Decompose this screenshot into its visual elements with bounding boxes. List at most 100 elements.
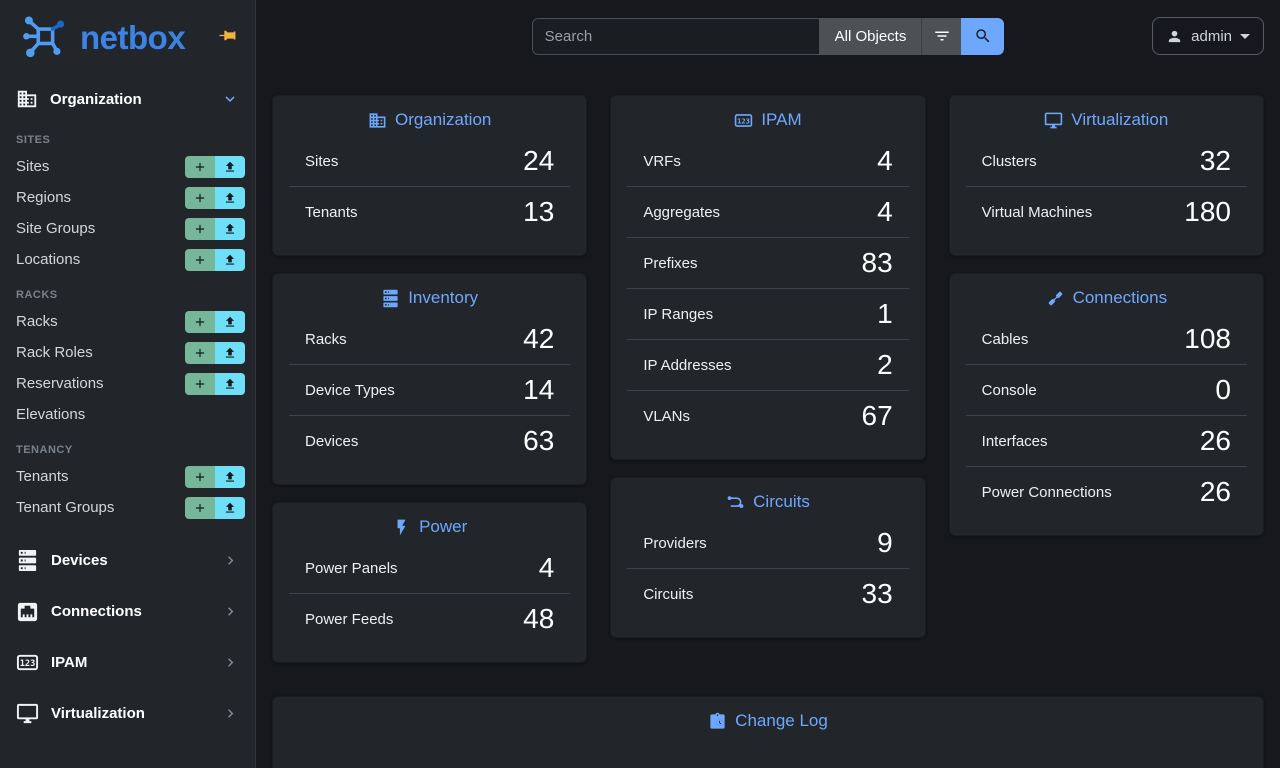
- stat-value: 2: [877, 349, 893, 380]
- stat-row[interactable]: Interfaces 26: [965, 415, 1247, 466]
- netbox-logo[interactable]: [18, 14, 70, 60]
- card-title[interactable]: Inventory: [408, 288, 479, 307]
- sidebar-item-locations: Locations: [0, 244, 255, 275]
- add-button[interactable]: [185, 217, 215, 240]
- stat-label: VRFs: [643, 152, 681, 170]
- stat-row[interactable]: Cables 108: [966, 314, 1247, 364]
- sidebar-item-label[interactable]: Reservations: [16, 375, 104, 392]
- sidebar-item-organization[interactable]: Organization: [0, 78, 255, 120]
- inventory-card: Inventory Racks 42 Device Types 14 Devic…: [272, 273, 588, 485]
- connections-card: Connections Cables 108 Console 0 Interfa…: [948, 273, 1264, 536]
- import-button[interactable]: [215, 372, 245, 395]
- add-button[interactable]: [185, 341, 215, 364]
- add-button[interactable]: [185, 155, 215, 178]
- stat-row[interactable]: Power Panels 4: [289, 543, 570, 593]
- stat-row[interactable]: Aggregates 4: [627, 186, 909, 237]
- stat-row[interactable]: Tenants 13: [289, 186, 571, 237]
- sidebar-item-label[interactable]: Regions: [16, 189, 72, 206]
- sidebar-item-label[interactable]: Racks: [16, 313, 58, 330]
- import-button[interactable]: [215, 248, 245, 271]
- stat-row[interactable]: Racks 42: [289, 314, 570, 364]
- filter-button[interactable]: [921, 17, 962, 55]
- card-title[interactable]: Circuits: [753, 492, 810, 511]
- sidebar-item-label[interactable]: Locations: [16, 251, 81, 268]
- import-button[interactable]: [215, 155, 245, 178]
- sidebar-item-ipam[interactable]: IPAM: [0, 637, 255, 688]
- stat-row[interactable]: VRFs 4: [627, 136, 908, 186]
- monitor-icon: [1044, 111, 1063, 130]
- add-button[interactable]: [185, 186, 215, 209]
- filter-icon: [933, 27, 951, 45]
- sidebar-item-label[interactable]: Elevations: [16, 406, 86, 423]
- sidebar-item-devices[interactable]: Devices: [0, 535, 255, 586]
- search-input[interactable]: [531, 17, 820, 55]
- stat-row[interactable]: Sites 24: [289, 136, 570, 186]
- stat-row[interactable]: Device Types 14: [289, 364, 571, 415]
- stat-row[interactable]: Clusters 32: [966, 136, 1247, 186]
- stat-label: Prefixes: [643, 254, 698, 272]
- stat-row[interactable]: IP Ranges 1: [627, 288, 909, 339]
- card-title[interactable]: Virtualization: [1071, 110, 1169, 129]
- changelog-card: Change Log: [272, 696, 1264, 768]
- stat-value: 48: [523, 603, 555, 634]
- group-header-racks: RACKS: [16, 289, 58, 301]
- power-card: Power Power Panels 4 Power Feeds 48: [272, 502, 588, 663]
- stat-row[interactable]: Providers 9: [627, 518, 908, 568]
- pin-icon[interactable]: [216, 24, 239, 50]
- sidebar-item-tenant-groups: Tenant Groups: [0, 492, 255, 523]
- card-title[interactable]: IPAM: [761, 110, 802, 129]
- clipboard-icon: [708, 712, 727, 731]
- card-title[interactable]: Power: [419, 517, 468, 536]
- import-button[interactable]: [215, 217, 245, 240]
- stat-row[interactable]: IP Addresses 2: [627, 339, 909, 390]
- import-button[interactable]: [215, 465, 245, 488]
- stat-value: 83: [861, 247, 893, 278]
- stat-row[interactable]: Prefixes 83: [627, 237, 909, 288]
- user-menu-button[interactable]: admin: [1152, 17, 1264, 55]
- stat-label: Aggregates: [643, 203, 721, 221]
- stat-row[interactable]: Circuits 33: [627, 568, 909, 619]
- chevron-down-icon: [221, 90, 239, 108]
- sidebar-item-label[interactable]: Tenant Groups: [16, 499, 115, 516]
- stat-row[interactable]: Power Connections 26: [965, 466, 1247, 517]
- stat-row[interactable]: Virtual Machines 180: [965, 186, 1247, 237]
- sidebar-item-connections[interactable]: Connections: [0, 586, 255, 637]
- card-title[interactable]: Organization: [394, 110, 492, 129]
- add-button[interactable]: [185, 372, 215, 395]
- stat-value: 13: [523, 196, 555, 227]
- stat-label: Power Panels: [305, 559, 398, 577]
- import-button[interactable]: [215, 310, 245, 333]
- sidebar-item-label[interactable]: Sites: [16, 158, 50, 175]
- search-scope-button[interactable]: All Objects: [819, 17, 922, 55]
- stat-label: Cables: [981, 330, 1029, 348]
- brand-name[interactable]: netbox: [80, 18, 186, 56]
- stat-label: Sites: [305, 152, 339, 170]
- stat-label: IP Addresses: [643, 356, 732, 374]
- import-button[interactable]: [215, 186, 245, 209]
- sidebar-item-virtualization[interactable]: Virtualization: [0, 688, 255, 739]
- sidebar-item-label[interactable]: Tenants: [16, 468, 69, 485]
- sidebar-item-label[interactable]: Site Groups: [16, 220, 96, 237]
- dashboard-columns: Organization Sites 24 Tenants 13: [272, 95, 1264, 663]
- search-submit-button[interactable]: [961, 17, 1005, 55]
- add-button[interactable]: [185, 310, 215, 333]
- add-button[interactable]: [185, 248, 215, 271]
- card-title[interactable]: Connections: [1072, 288, 1168, 307]
- stat-row[interactable]: VLANs 67: [627, 390, 909, 441]
- stat-row[interactable]: Power Feeds 48: [289, 593, 571, 644]
- stat-row[interactable]: Devices 63: [289, 415, 571, 466]
- stat-value: 108: [1184, 323, 1231, 354]
- add-button[interactable]: [185, 465, 215, 488]
- stat-value: 24: [523, 145, 555, 176]
- import-button[interactable]: [215, 341, 245, 364]
- card-title[interactable]: Change Log: [735, 711, 828, 730]
- sidebar-item-label[interactable]: Rack Roles: [16, 344, 93, 361]
- chevron-right-icon: [222, 654, 239, 671]
- sidebar-menu-label: Connections: [51, 603, 142, 620]
- dashboard-column-1: Organization Sites 24 Tenants 13: [272, 95, 588, 663]
- import-button[interactable]: [215, 496, 245, 519]
- add-button[interactable]: [185, 496, 215, 519]
- stat-row[interactable]: Console 0: [965, 364, 1247, 415]
- server-icon: [16, 549, 39, 572]
